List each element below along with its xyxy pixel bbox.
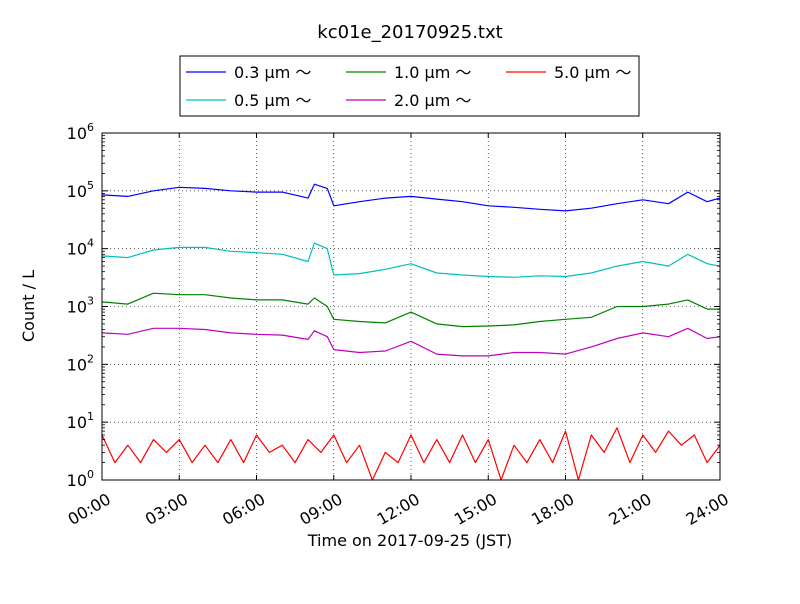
chart-title: kc01e_20170925.txt — [317, 22, 502, 43]
series-line-4 — [102, 427, 720, 480]
grid-lines — [102, 133, 720, 480]
y-tick-label: 102 — [67, 352, 94, 374]
y-tick-labels: 100 101 102 103 104 105 106 — [67, 121, 94, 490]
legend-label: 0.5 μm ～ — [234, 91, 311, 110]
y-tick-label: 101 — [67, 410, 94, 432]
y-tick-label: 104 — [67, 237, 94, 259]
legend-box — [179, 55, 640, 117]
legend-label: 2.0 μm ～ — [394, 91, 471, 110]
legend: 0.3 μm ～ 0.5 μm ～ 1.0 μm ～ 2.0 μm ～ 5.0 μm ～ — [179, 55, 640, 117]
y-axis-label: Count / L — [19, 270, 38, 342]
series-line-3 — [102, 327, 720, 357]
y-tick-label: 105 — [67, 179, 94, 201]
legend-label: 5.0 μm ～ — [554, 63, 631, 82]
y-tick-label: 103 — [67, 295, 94, 317]
legend-label: 1.0 μm ～ — [394, 63, 471, 82]
legend-label: 0.3 μm ～ — [234, 63, 311, 82]
series-line-1 — [102, 242, 720, 278]
series-line-0 — [102, 183, 720, 212]
axis-ticks — [101, 132, 721, 481]
series-lines — [102, 183, 720, 480]
y-tick-label: 106 — [67, 121, 94, 143]
y-tick-label: 100 — [67, 468, 94, 490]
x-axis-label: Time on 2017-09-25 (JST) — [307, 531, 512, 550]
series-line-2 — [102, 292, 720, 328]
